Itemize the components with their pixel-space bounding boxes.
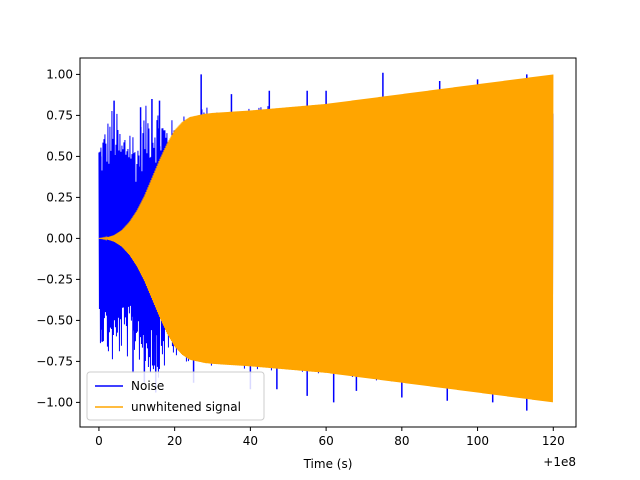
series-line <box>98 74 554 403</box>
legend-label: unwhitened signal <box>131 400 241 414</box>
y-tick-label: −0.50 <box>36 313 73 327</box>
x-axis: 0 20 40 60 80 100 120 <box>95 427 565 448</box>
x-tick-label: 60 <box>318 434 333 448</box>
legend-box <box>86 371 265 421</box>
plot-frame <box>79 57 577 428</box>
x-axis-label: Time (s) <box>303 457 353 471</box>
y-tick-label: 1.00 <box>46 67 73 81</box>
y-axis: −1.00 −0.75 −0.50 −0.25 0.00 0.25 0.50 0.75 1.00 <box>36 67 80 409</box>
series-layer <box>98 72 554 411</box>
x-tick-label: 120 <box>542 434 565 448</box>
y-tick-label: −1.00 <box>36 395 73 409</box>
y-tick-label: −0.75 <box>36 354 73 368</box>
x-tick-label: 100 <box>466 434 489 448</box>
y-tick-label: −0.25 <box>36 272 73 286</box>
x-tick-label: 80 <box>394 434 409 448</box>
x-tick-label: 0 <box>95 434 103 448</box>
x-offset-label: +1e8 <box>543 455 576 469</box>
legend-label: Noise <box>131 379 164 393</box>
x-tick-label: 40 <box>243 434 258 448</box>
y-tick-label: 0.00 <box>46 231 73 245</box>
y-tick-label: 0.50 <box>46 149 73 163</box>
x-tick-label: 20 <box>167 434 182 448</box>
series-unwhitened-signal <box>98 74 554 403</box>
y-tick-label: 0.75 <box>46 108 73 122</box>
legend: Noise unwhitened signal <box>86 371 265 421</box>
y-tick-label: 0.25 <box>46 190 73 204</box>
